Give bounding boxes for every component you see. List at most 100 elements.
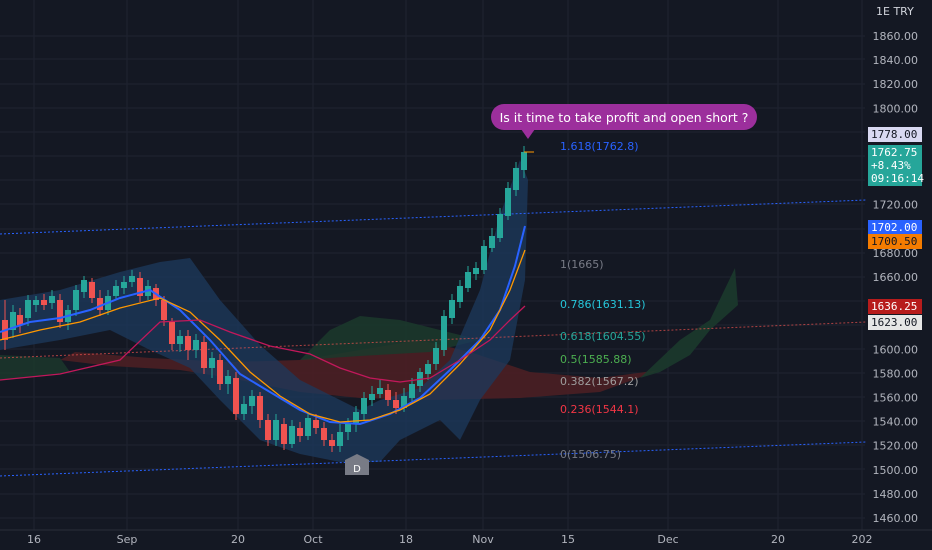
candle (321, 422, 327, 446)
fib-level-label: 0.236(1544.1) (560, 403, 639, 416)
candle (225, 370, 231, 394)
price-tick-label: 1680.00 (873, 247, 919, 260)
candle (489, 228, 495, 252)
price-tag: 1702.00 (868, 220, 922, 235)
candle (449, 294, 455, 324)
candle (169, 318, 175, 350)
price-tick-label: 1800.00 (873, 102, 919, 115)
candle (81, 276, 87, 298)
time-axis[interactable]: 16 Sep 20 Oct 18 Nov 15 Dec 20 202 (0, 529, 932, 546)
price-tick-label: 1860.00 (873, 30, 919, 43)
time-tick-label: 202 (852, 533, 873, 546)
time-tick-label: 20 (771, 533, 785, 546)
candle (57, 294, 63, 328)
candle (377, 380, 383, 398)
candle (353, 406, 359, 432)
price-tick-label: 1560.00 (873, 392, 919, 405)
candle (41, 294, 47, 310)
price-tag: 1700.50 (868, 234, 922, 249)
time-tick-label: Nov (472, 533, 494, 546)
time-tick-label: Oct (303, 533, 323, 546)
candle (521, 146, 527, 178)
candle (193, 334, 199, 358)
candle (241, 396, 247, 420)
price-tag: 1623.00 (868, 315, 922, 330)
price-tick-label: 1480.00 (873, 488, 919, 501)
candle (481, 240, 487, 274)
candle (161, 296, 167, 326)
grid (0, 0, 865, 530)
annotation-bubble[interactable]: Is it time to take profit and open short… (491, 104, 757, 139)
moving-averages (0, 225, 526, 426)
candle (249, 390, 255, 414)
candle (337, 424, 343, 452)
candle (289, 420, 295, 448)
time-tick-label: 15 (561, 533, 575, 546)
price-tick-label: 1580.00 (873, 367, 919, 380)
price-axis[interactable]: 1860.00 1840.00 1820.00 1800.00 1720.00 1680.… (866, 0, 932, 550)
candle (505, 182, 511, 220)
price-tick-label: 1660.00 (873, 271, 919, 284)
price-tick-label: 1720.00 (873, 199, 919, 212)
candle (25, 295, 31, 326)
price-tick-label: 1600.00 (873, 343, 919, 356)
divergence-label: D (353, 464, 361, 475)
candle (265, 414, 271, 446)
candle (297, 422, 303, 442)
price-tick-label: 1520.00 (873, 440, 919, 453)
candle (209, 352, 215, 378)
candle (129, 270, 135, 287)
fib-level-label: 1.618(1762.8) (560, 140, 639, 153)
fib-level-label: 1(1665) (560, 258, 604, 271)
candle (457, 280, 463, 308)
candle (273, 414, 279, 446)
candle (425, 360, 431, 380)
price-tag: 1762.75 +8.43% 09:16:14 (868, 145, 924, 186)
candle (513, 162, 519, 196)
bollinger-bands (0, 160, 528, 462)
currency-label[interactable]: 1E TRY (876, 5, 914, 18)
candle (441, 310, 447, 356)
price-tick-label: 1540.00 (873, 416, 919, 429)
price-tag: 1778.00 (868, 127, 922, 142)
price-tag: 1636.25 (868, 299, 922, 314)
candle (73, 285, 79, 316)
fib-level-label: 0.618(1604.55) (560, 330, 646, 343)
time-tick-label: 16 (27, 533, 41, 546)
candle (113, 280, 119, 300)
price-tick-label: 1820.00 (873, 78, 919, 91)
fib-level-label: 0.786(1631.13) (560, 298, 646, 311)
time-tick-label: Dec (657, 533, 678, 546)
candle (409, 378, 415, 402)
candle (217, 354, 223, 390)
candle (465, 266, 471, 292)
candle (201, 336, 207, 374)
candle (49, 290, 55, 309)
candle (305, 412, 311, 440)
candle (361, 392, 367, 420)
fib-level-label: 0(1506.75) (560, 448, 621, 461)
price-tick-label: 1460.00 (873, 512, 919, 525)
divergence-marker: D (345, 454, 369, 475)
price-tick-label: 1500.00 (873, 464, 919, 477)
time-tick-label: 18 (399, 533, 413, 546)
fib-level-label: 0.382(1567.2) (560, 375, 639, 388)
time-tick-label: 20 (231, 533, 245, 546)
candle (89, 278, 95, 303)
candle (473, 262, 479, 280)
candle (233, 372, 239, 420)
candle (369, 386, 375, 406)
candle (97, 290, 103, 316)
candle (385, 384, 391, 406)
candle (17, 308, 23, 333)
candle (433, 342, 439, 370)
candle (121, 276, 127, 294)
candle (185, 330, 191, 360)
fib-level-label: 0.5(1585.88) (560, 353, 632, 366)
candle (281, 418, 287, 450)
candle (177, 330, 183, 352)
candle (257, 392, 263, 428)
candle (329, 434, 335, 452)
